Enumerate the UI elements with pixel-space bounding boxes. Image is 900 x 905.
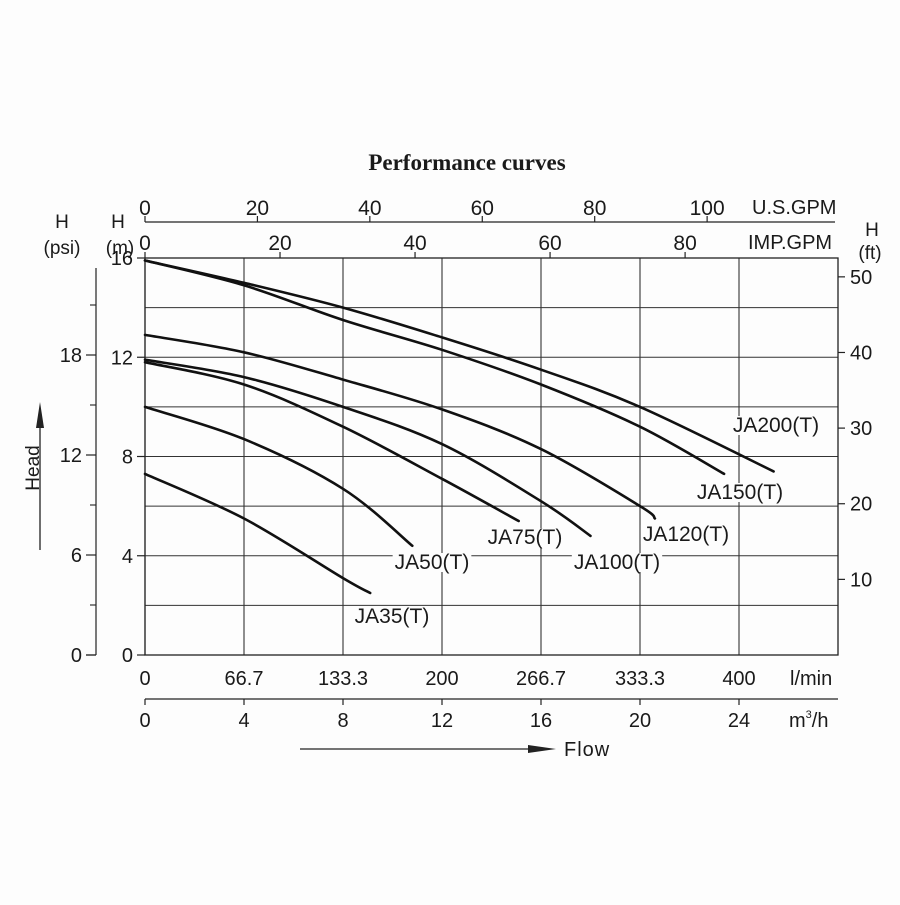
tick-label-ft: 40 bbox=[850, 342, 872, 364]
curve-label: JA50(T) bbox=[395, 551, 470, 574]
axis-unit-m: (m) bbox=[106, 238, 134, 259]
curve-label: JA75(T) bbox=[488, 526, 563, 549]
tick-label-lmin: 400 bbox=[722, 668, 755, 690]
tick-label-lmin: 200 bbox=[425, 668, 458, 690]
axis-title-ft: H bbox=[865, 220, 879, 241]
tick-label-m3h: 16 bbox=[530, 710, 552, 732]
tick-label-m3h: 12 bbox=[431, 710, 453, 732]
curve-ja120t bbox=[143, 333, 657, 520]
chart-title: Performance curves bbox=[368, 150, 565, 175]
tick-label-lmin: 0 bbox=[139, 668, 150, 690]
tick-label-m: 12 bbox=[111, 347, 133, 369]
flow-label: Flow bbox=[564, 739, 610, 761]
tick-label-imp-gpm: 60 bbox=[538, 232, 561, 255]
flow-axis-arrow: Flow bbox=[300, 739, 610, 761]
tick-label-us-gpm: 100 bbox=[690, 197, 725, 220]
tick-label-m: 0 bbox=[122, 645, 133, 667]
tick-label-psi: 12 bbox=[60, 445, 82, 467]
tick-label-ft: 20 bbox=[850, 494, 872, 516]
tick-label-us-gpm: 40 bbox=[358, 197, 381, 220]
tick-label-us-gpm: 0 bbox=[139, 197, 151, 220]
axis-title-psi: H bbox=[55, 212, 69, 233]
tick-label-m: 4 bbox=[122, 546, 133, 568]
axis-title-us-gpm: U.S.GPM bbox=[752, 197, 836, 219]
tick-label-m: 16 bbox=[111, 248, 133, 270]
tick-label-lmin: 66.7 bbox=[225, 668, 264, 690]
tick-label-m: 8 bbox=[122, 447, 133, 469]
curve-ja100t bbox=[143, 358, 592, 538]
curve-label: JA150(T) bbox=[697, 481, 783, 504]
curve-ja75t bbox=[143, 360, 520, 523]
arrow-right-icon bbox=[528, 745, 556, 753]
axis-unit-ft: (ft) bbox=[858, 243, 881, 264]
curve-label: JA100(T) bbox=[574, 551, 660, 574]
curve-labels: JA35(T) JA50(T) JA75(T) JA100(T) JA120(T) JA1… bbox=[352, 414, 822, 628]
tick-label-imp-gpm: 0 bbox=[139, 232, 151, 255]
tick-label-psi: 6 bbox=[71, 545, 82, 567]
tick-label-us-gpm: 20 bbox=[246, 197, 269, 220]
axis-unit-psi: (psi) bbox=[44, 238, 81, 259]
plot-grid bbox=[144, 257, 839, 656]
axis-title-imp-gpm: IMP.GPM bbox=[748, 232, 832, 254]
arrow-up-icon bbox=[36, 402, 44, 428]
tick-label-m3h: 24 bbox=[728, 710, 750, 732]
tick-label-lmin: 266.7 bbox=[516, 668, 566, 690]
curve-ja200t bbox=[143, 259, 775, 473]
tick-label-imp-gpm: 20 bbox=[268, 232, 291, 255]
tick-label-ft: 50 bbox=[850, 267, 872, 289]
tick-label-lmin: 333.3 bbox=[615, 668, 665, 690]
tick-label-m3h: 20 bbox=[629, 710, 651, 732]
axis-title-lmin: l/min bbox=[790, 668, 832, 690]
tick-label-us-gpm: 60 bbox=[471, 197, 494, 220]
tick-label-m3h: 4 bbox=[238, 710, 249, 732]
curve-label: JA200(T) bbox=[733, 414, 819, 437]
tick-label-m3h: 8 bbox=[337, 710, 348, 732]
tick-label-ft: 30 bbox=[850, 418, 872, 440]
head-label: Head bbox=[23, 445, 44, 490]
tick-label-m3h: 0 bbox=[139, 710, 150, 732]
tick-label-us-gpm: 80 bbox=[583, 197, 606, 220]
curve-ja35t bbox=[143, 472, 372, 595]
performance-curves bbox=[143, 259, 775, 595]
tick-label-lmin: 133.3 bbox=[318, 668, 368, 690]
curve-label: JA120(T) bbox=[643, 523, 729, 546]
axis-title-m3h: m3/h bbox=[789, 709, 828, 732]
curve-ja150t bbox=[143, 259, 726, 476]
axis-title-m: H bbox=[111, 212, 125, 233]
tick-label-ft: 10 bbox=[850, 569, 872, 591]
tick-label-imp-gpm: 40 bbox=[403, 232, 426, 255]
curve-label: JA35(T) bbox=[355, 605, 430, 628]
tick-label-psi: 18 bbox=[60, 345, 82, 367]
tick-label-psi: 0 bbox=[71, 645, 82, 667]
head-axis-arrow: Head bbox=[23, 402, 44, 550]
tick-label-imp-gpm: 80 bbox=[673, 232, 696, 255]
curve-ja50t bbox=[143, 405, 414, 548]
